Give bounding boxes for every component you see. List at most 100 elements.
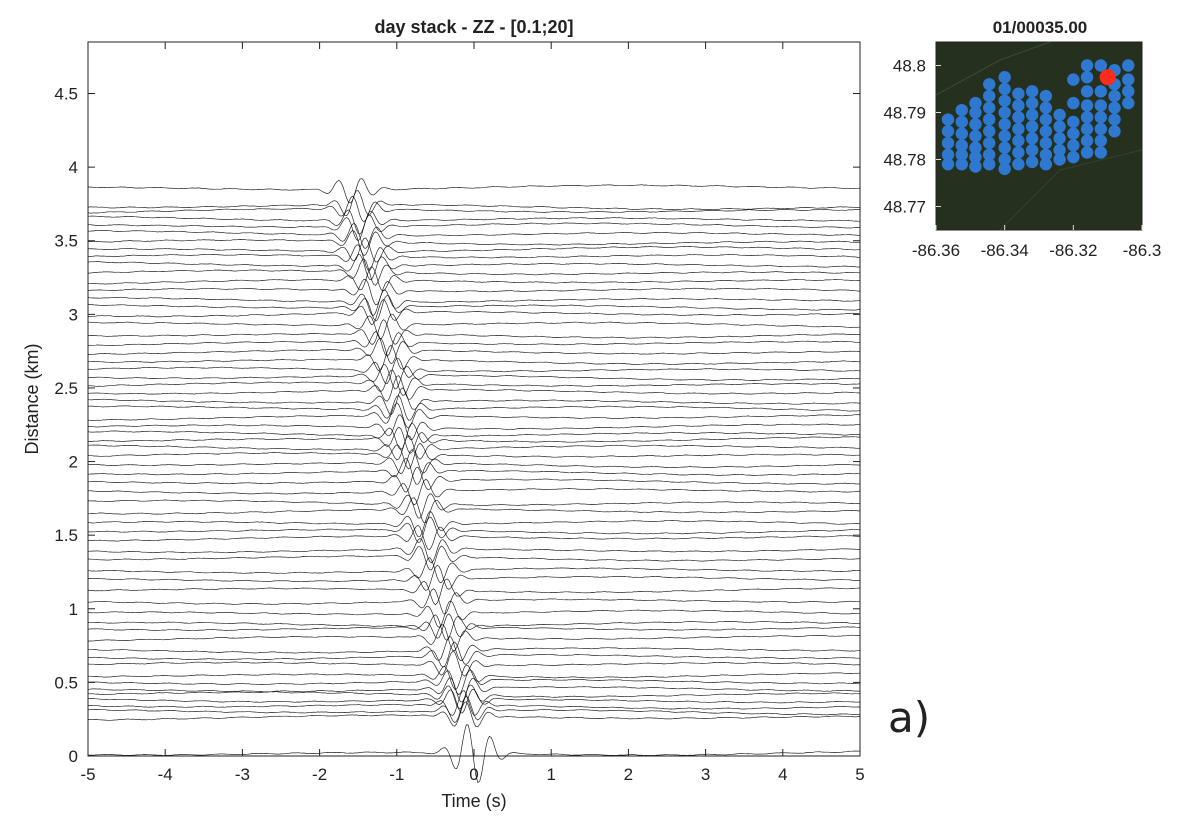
station-point xyxy=(1053,132,1066,145)
y-axis-label: Distance (km) xyxy=(22,343,42,454)
inset-y-tick-label: 48.8 xyxy=(893,57,926,76)
station-point xyxy=(1039,113,1053,126)
stations-group xyxy=(941,59,1135,176)
trace-line xyxy=(87,524,861,551)
station-point xyxy=(1012,122,1025,136)
station-point xyxy=(983,125,996,138)
station-point xyxy=(1012,158,1025,171)
station-point xyxy=(1094,111,1108,124)
plot-frame xyxy=(87,41,861,757)
trace-line xyxy=(87,624,861,652)
x-tick-label: -1 xyxy=(389,765,404,784)
trace-line xyxy=(87,557,861,584)
panel-label: a) xyxy=(888,693,930,742)
station-point xyxy=(998,153,1011,166)
station-point xyxy=(1108,101,1121,115)
trace-line xyxy=(87,701,861,728)
station-point xyxy=(969,96,982,110)
x-tick-label: -5 xyxy=(80,765,95,784)
trace-line xyxy=(87,244,861,271)
inset-title: 01/00035.00 xyxy=(993,18,1088,37)
inset-x-tick-label: -86.3 xyxy=(1123,241,1162,260)
y-tick-label: 0.5 xyxy=(54,673,78,692)
trace-line xyxy=(87,298,861,326)
station-point xyxy=(1094,85,1108,98)
station-point xyxy=(1080,99,1094,112)
trace-line xyxy=(88,344,861,372)
trace-line xyxy=(87,690,861,716)
y-tick-label: 1.5 xyxy=(54,526,78,545)
station-point xyxy=(1025,143,1039,157)
station-point xyxy=(998,141,1011,154)
station-point xyxy=(1039,136,1053,150)
station-point xyxy=(1080,122,1094,136)
trace-line xyxy=(87,402,861,429)
station-point xyxy=(1053,108,1066,122)
station-point xyxy=(1025,155,1039,169)
y-tick-label: 3 xyxy=(69,305,78,324)
station-point xyxy=(969,118,982,131)
station-point xyxy=(1094,99,1108,112)
trace-line xyxy=(87,677,861,703)
trace-line xyxy=(87,689,861,714)
station-point xyxy=(1094,59,1108,72)
station-point xyxy=(1080,59,1094,72)
station-point xyxy=(998,162,1011,176)
trace-line xyxy=(87,669,861,696)
trace-line xyxy=(87,614,861,641)
trace-line xyxy=(87,313,860,340)
station-map-inset: -86.36 -86.34 -86.32 -86.3 48.7748.7848.794… xyxy=(883,18,1161,260)
trace-line xyxy=(87,178,861,204)
station-point xyxy=(1025,85,1039,98)
inset-x-tick-label: -86.36 xyxy=(912,241,960,260)
station-point xyxy=(983,78,996,91)
inset-y-tick-label: 48.79 xyxy=(883,104,926,123)
trace-line xyxy=(88,516,861,543)
inset-y-tick-label: 48.78 xyxy=(883,151,926,170)
traces-group xyxy=(87,178,861,784)
station-point xyxy=(1039,89,1053,103)
x-tick-label: 3 xyxy=(701,765,710,784)
source-station-point xyxy=(1099,69,1116,86)
station-point xyxy=(998,106,1011,119)
station-point xyxy=(941,113,955,126)
trace-line xyxy=(87,278,861,306)
trace-line xyxy=(88,664,861,690)
y-tick-label: 2.5 xyxy=(54,379,78,398)
trace-line xyxy=(87,537,861,564)
y-tick-label: 4.5 xyxy=(54,85,78,104)
trace-line xyxy=(87,331,861,357)
trace-line xyxy=(87,338,861,365)
trace-line xyxy=(87,545,861,571)
station-point xyxy=(1067,73,1080,86)
station-point xyxy=(1053,153,1066,166)
inset-y-ticks: 48.77 48.78 48.79 48.8 xyxy=(883,57,941,217)
y-tick-label: 3.5 xyxy=(54,232,78,251)
station-point xyxy=(1012,146,1025,159)
station-point xyxy=(1094,134,1108,147)
x-tick-label: -2 xyxy=(312,765,327,784)
trace-line xyxy=(87,357,861,384)
station-point xyxy=(983,113,996,126)
trace-line xyxy=(87,457,861,485)
inset-y-tick-label: 48.77 xyxy=(883,198,926,217)
trace-line xyxy=(87,395,861,421)
road-line xyxy=(999,149,1143,231)
trace-line xyxy=(87,422,861,450)
trace-line xyxy=(87,724,861,784)
station-point xyxy=(941,158,955,171)
inset-x-tick-label: -86.32 xyxy=(1049,241,1097,260)
trace-line xyxy=(87,230,861,257)
trace-line xyxy=(87,442,860,470)
station-point xyxy=(969,129,982,143)
x-tick-label: 1 xyxy=(546,765,555,784)
station-point xyxy=(969,141,982,154)
station-point xyxy=(1080,146,1094,159)
station-point xyxy=(955,139,968,152)
station-point xyxy=(1012,87,1025,100)
station-point xyxy=(969,160,982,173)
trace-line xyxy=(87,254,861,280)
chart-title: day stack - ZZ - [0.1;20] xyxy=(374,17,573,37)
station-point xyxy=(969,106,982,119)
trace-line xyxy=(87,375,861,402)
